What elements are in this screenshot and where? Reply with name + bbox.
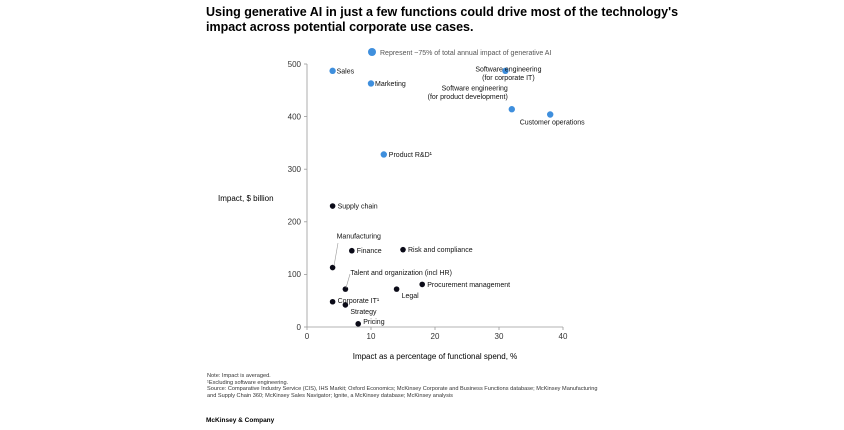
point-manufacturing xyxy=(329,264,336,271)
leader-line xyxy=(333,242,339,267)
note-source-line-2: and Supply Chain 360; McKinsey Sales Nav… xyxy=(207,392,453,399)
point-legal xyxy=(393,286,400,292)
point-pricing xyxy=(355,321,362,327)
point-customer-operations xyxy=(547,111,554,118)
label-strategy: Strategy xyxy=(350,309,377,316)
x-tick-label: 0 xyxy=(305,332,310,341)
point-corporate-it xyxy=(329,298,336,305)
y-tick-label: 200 xyxy=(288,218,302,227)
label-risk-and-compliance: Risk and compliance xyxy=(408,247,473,254)
note-impact-averaged: Note: Impact is averaged. xyxy=(207,373,271,379)
x-tick-label: 10 xyxy=(367,332,376,341)
point-procurement-management xyxy=(419,281,426,288)
y-tick-label: 500 xyxy=(288,60,302,69)
chart-marks xyxy=(329,67,554,327)
x-tick-label: 40 xyxy=(559,332,568,341)
point-product-r-d xyxy=(380,151,387,158)
label-product-r-d: Product R&D¹ xyxy=(389,152,433,159)
chart-point-labels: Sales Marketing Software engineering (for c… xyxy=(337,66,586,326)
legend-label: Represent ~75% of total annual impact of… xyxy=(380,50,551,57)
x-tick-label: 20 xyxy=(431,332,440,341)
label-manufacturing: Manufacturing xyxy=(337,234,381,241)
label-procurement-management: Procurement management xyxy=(427,282,510,289)
label-software-engineering-line-1: Software engineering xyxy=(475,66,541,73)
point-strategy xyxy=(342,302,349,308)
point-software-engineering xyxy=(508,106,515,113)
label-software-engineering-line-2: (for product development) xyxy=(428,94,508,101)
point-marketing xyxy=(367,80,375,87)
y-tick-label: 300 xyxy=(288,165,302,174)
label-finance: Finance xyxy=(357,248,382,255)
label-pricing: Pricing xyxy=(363,319,385,326)
label-supply-chain: Supply chain xyxy=(338,204,378,211)
point-finance xyxy=(349,247,355,254)
chart-axes: 0 100 200 300 400 500 0 10 20 30 40 Impact as a per… xyxy=(218,60,568,361)
legend-swatch xyxy=(368,48,376,56)
label-corporate-it: Corporate IT¹ xyxy=(338,298,380,305)
note-excluding-software: ¹Excluding software engineering. xyxy=(207,379,289,386)
label-sales: Sales xyxy=(337,68,355,75)
leader-line xyxy=(345,273,351,289)
y-tick-label: 400 xyxy=(288,112,302,121)
point-sales xyxy=(329,67,336,75)
x-tick-label: 30 xyxy=(495,332,504,341)
point-software-engineering xyxy=(502,67,509,75)
label-customer-operations: Customer operations xyxy=(520,119,585,126)
footnotes: Note: Impact is averaged. ¹Excluding sof… xyxy=(207,373,637,399)
y-tick-label: 0 xyxy=(297,323,302,332)
x-axis-title: Impact as a percentage of functional spe… xyxy=(353,352,518,361)
note-source-line-1: Source: Comparative Industry Service (CI… xyxy=(207,386,598,393)
chart-title-line-2: impact across potential corporate use ca… xyxy=(206,20,474,34)
label-talent-and-organization-incl-hr: Talent and organization (incl HR) xyxy=(350,270,452,277)
chart-legend: Represent ~75% of total annual impact of… xyxy=(368,48,551,57)
label-software-engineering-line-1: Software engineering xyxy=(442,86,508,93)
label-software-engineering-line-2: (for corporate IT) xyxy=(482,75,535,82)
chart-title-line-1: Using generative AI in just a few functi… xyxy=(206,5,679,19)
brand-mckinsey: McKinsey & Company xyxy=(206,417,275,424)
y-axis-title: Impact, $ billion xyxy=(218,194,274,203)
label-marketing: Marketing xyxy=(375,81,406,88)
point-supply-chain xyxy=(329,203,336,209)
chart-title: Using generative AI in just a few functi… xyxy=(206,5,679,35)
point-talent-and-organization-incl-hr xyxy=(342,286,349,292)
label-legal: Legal xyxy=(402,293,420,300)
point-risk-and-compliance xyxy=(400,246,406,253)
y-tick-label: 100 xyxy=(288,270,302,279)
